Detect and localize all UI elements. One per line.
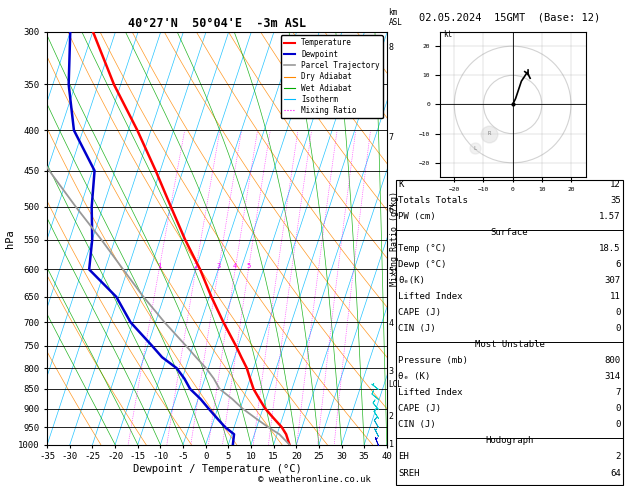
Text: 0: 0	[615, 420, 621, 430]
Text: 7: 7	[389, 133, 394, 141]
Text: 286°: 286°	[599, 485, 621, 486]
Text: R: R	[487, 131, 491, 136]
Text: 5: 5	[389, 267, 394, 276]
Text: SREH: SREH	[398, 469, 420, 478]
Text: Dewp (°C): Dewp (°C)	[398, 260, 447, 269]
Text: 18.5: 18.5	[599, 244, 621, 253]
Text: CAPE (J): CAPE (J)	[398, 404, 441, 414]
Text: Lifted Index: Lifted Index	[398, 388, 463, 398]
Text: 1: 1	[157, 263, 161, 269]
Text: Hodograph: Hodograph	[486, 436, 533, 446]
Text: Lifted Index: Lifted Index	[398, 292, 463, 301]
Text: K: K	[398, 180, 404, 189]
Text: EH: EH	[398, 452, 409, 462]
Text: L: L	[473, 146, 476, 151]
Text: 8: 8	[389, 43, 394, 52]
Text: 4: 4	[389, 319, 394, 328]
X-axis label: Dewpoint / Temperature (°C): Dewpoint / Temperature (°C)	[133, 464, 301, 474]
Title: 40°27'N  50°04'E  -3m ASL: 40°27'N 50°04'E -3m ASL	[128, 17, 306, 31]
Text: StmDir: StmDir	[398, 485, 430, 486]
Text: 64: 64	[610, 469, 621, 478]
Text: 4: 4	[233, 263, 237, 269]
Text: km
ASL: km ASL	[389, 8, 403, 27]
Text: Temp (°C): Temp (°C)	[398, 244, 447, 253]
Text: 0: 0	[615, 404, 621, 414]
Text: LCL: LCL	[389, 381, 403, 389]
Text: 0: 0	[615, 308, 621, 317]
Text: 02.05.2024  15GMT  (Base: 12): 02.05.2024 15GMT (Base: 12)	[419, 12, 600, 22]
Text: CAPE (J): CAPE (J)	[398, 308, 441, 317]
Text: 7: 7	[615, 388, 621, 398]
Text: Pressure (mb): Pressure (mb)	[398, 356, 468, 365]
Text: CIN (J): CIN (J)	[398, 420, 436, 430]
Text: 12: 12	[610, 180, 621, 189]
Text: 800: 800	[604, 356, 621, 365]
Text: Totals Totals: Totals Totals	[398, 196, 468, 205]
Text: 2: 2	[389, 412, 394, 421]
Y-axis label: hPa: hPa	[5, 229, 15, 247]
Text: 35: 35	[610, 196, 621, 205]
Text: 3: 3	[216, 263, 221, 269]
Text: 6: 6	[615, 260, 621, 269]
Text: 5: 5	[247, 263, 250, 269]
Text: kt: kt	[443, 31, 452, 39]
Text: CIN (J): CIN (J)	[398, 324, 436, 333]
Text: 314: 314	[604, 372, 621, 382]
Text: 11: 11	[610, 292, 621, 301]
Text: © weatheronline.co.uk: © weatheronline.co.uk	[258, 474, 371, 484]
Text: 3: 3	[389, 366, 394, 376]
Text: θₑ (K): θₑ (K)	[398, 372, 430, 382]
Text: PW (cm): PW (cm)	[398, 212, 436, 221]
Text: Mixing Ratio (g/kg): Mixing Ratio (g/kg)	[390, 191, 399, 286]
Text: 1: 1	[389, 440, 394, 449]
Text: Surface: Surface	[491, 228, 528, 237]
Text: 6: 6	[389, 207, 394, 215]
Text: 1.57: 1.57	[599, 212, 621, 221]
Text: θₑ(K): θₑ(K)	[398, 276, 425, 285]
Legend: Temperature, Dewpoint, Parcel Trajectory, Dry Adiabat, Wet Adiabat, Isotherm, Mi: Temperature, Dewpoint, Parcel Trajectory…	[281, 35, 383, 118]
Text: Most Unstable: Most Unstable	[474, 340, 545, 349]
Text: 2: 2	[194, 263, 198, 269]
Text: 2: 2	[615, 452, 621, 462]
Text: 0: 0	[615, 324, 621, 333]
Text: 307: 307	[604, 276, 621, 285]
